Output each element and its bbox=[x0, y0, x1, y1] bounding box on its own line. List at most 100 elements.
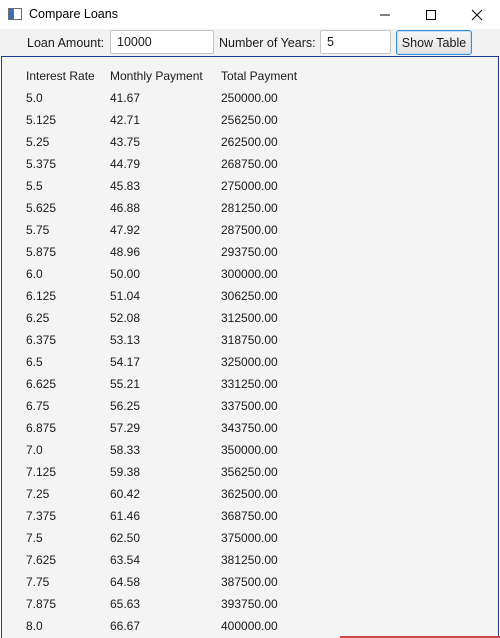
cell-monthly-payment: 46.88 bbox=[110, 201, 141, 215]
table-row: 5.125 42.71 256250.00 bbox=[2, 111, 498, 133]
table-header: Interest Rate Monthly Payment Total Paym… bbox=[2, 67, 498, 89]
cell-total-payment: 393750.00 bbox=[221, 597, 278, 611]
table-row: 7.375 61.46 368750.00 bbox=[2, 507, 498, 529]
loan-amount-input[interactable] bbox=[110, 30, 214, 54]
cell-total-payment: 362500.00 bbox=[221, 487, 278, 501]
cell-total-payment: 325000.00 bbox=[221, 355, 278, 369]
cell-monthly-payment: 66.67 bbox=[110, 619, 141, 633]
table-row: 6.0 50.00 300000.00 bbox=[2, 265, 498, 287]
cell-monthly-payment: 59.38 bbox=[110, 465, 141, 479]
table-row: 7.125 59.38 356250.00 bbox=[2, 463, 498, 485]
table-row: 5.625 46.88 281250.00 bbox=[2, 199, 498, 221]
cell-interest-rate: 6.625 bbox=[26, 377, 57, 391]
cell-total-payment: 350000.00 bbox=[221, 443, 278, 457]
table-row: 5.0 41.67 250000.00 bbox=[2, 89, 498, 111]
cell-monthly-payment: 52.08 bbox=[110, 311, 141, 325]
window-title: Compare Loans bbox=[29, 7, 118, 21]
minimize-icon bbox=[380, 14, 390, 15]
cell-interest-rate: 7.25 bbox=[26, 487, 50, 501]
table-row: 6.75 56.25 337500.00 bbox=[2, 397, 498, 419]
cell-interest-rate: 5.0 bbox=[26, 91, 43, 105]
table-row: 7.0 58.33 350000.00 bbox=[2, 441, 498, 463]
results-text-area[interactable]: Interest Rate Monthly Payment Total Paym… bbox=[1, 56, 499, 638]
cell-total-payment: 281250.00 bbox=[221, 201, 278, 215]
cell-total-payment: 337500.00 bbox=[221, 399, 278, 413]
cell-monthly-payment: 54.17 bbox=[110, 355, 141, 369]
show-table-button[interactable]: Show Table bbox=[396, 30, 472, 55]
cell-monthly-payment: 57.29 bbox=[110, 421, 141, 435]
cell-interest-rate: 5.625 bbox=[26, 201, 57, 215]
table-row: 6.875 57.29 343750.00 bbox=[2, 419, 498, 441]
cell-total-payment: 331250.00 bbox=[221, 377, 278, 391]
header-interest-rate: Interest Rate bbox=[26, 69, 95, 83]
input-toolbar: Loan Amount: Number of Years: Show Table bbox=[0, 29, 500, 56]
cell-interest-rate: 6.375 bbox=[26, 333, 57, 347]
cell-interest-rate: 7.875 bbox=[26, 597, 57, 611]
table-row: 7.5 62.50 375000.00 bbox=[2, 529, 498, 551]
cell-interest-rate: 6.875 bbox=[26, 421, 57, 435]
cell-total-payment: 268750.00 bbox=[221, 157, 278, 171]
close-icon bbox=[471, 9, 483, 20]
cell-total-payment: 312500.00 bbox=[221, 311, 278, 325]
table-row: 7.75 64.58 387500.00 bbox=[2, 573, 498, 595]
cell-interest-rate: 7.5 bbox=[26, 531, 43, 545]
cell-total-payment: 256250.00 bbox=[221, 113, 278, 127]
cell-interest-rate: 6.25 bbox=[26, 311, 50, 325]
cell-interest-rate: 7.125 bbox=[26, 465, 57, 479]
cell-monthly-payment: 44.79 bbox=[110, 157, 141, 171]
cell-total-payment: 306250.00 bbox=[221, 289, 278, 303]
cell-total-payment: 381250.00 bbox=[221, 553, 278, 567]
cell-total-payment: 300000.00 bbox=[221, 267, 278, 281]
cell-monthly-payment: 47.92 bbox=[110, 223, 141, 237]
table-row: 5.875 48.96 293750.00 bbox=[2, 243, 498, 265]
cell-monthly-payment: 43.75 bbox=[110, 135, 141, 149]
cell-interest-rate: 7.625 bbox=[26, 553, 57, 567]
cell-monthly-payment: 62.50 bbox=[110, 531, 141, 545]
table-row: 6.25 52.08 312500.00 bbox=[2, 309, 498, 331]
cell-total-payment: 287500.00 bbox=[221, 223, 278, 237]
cell-monthly-payment: 53.13 bbox=[110, 333, 141, 347]
cell-interest-rate: 7.0 bbox=[26, 443, 43, 457]
table-row: 5.25 43.75 262500.00 bbox=[2, 133, 498, 155]
cell-interest-rate: 6.5 bbox=[26, 355, 43, 369]
cell-monthly-payment: 56.25 bbox=[110, 399, 141, 413]
cell-interest-rate: 5.125 bbox=[26, 113, 57, 127]
cell-monthly-payment: 58.33 bbox=[110, 443, 141, 457]
table-row: 7.25 60.42 362500.00 bbox=[2, 485, 498, 507]
cell-monthly-payment: 41.67 bbox=[110, 91, 141, 105]
cell-monthly-payment: 61.46 bbox=[110, 509, 141, 523]
app-window-icon bbox=[8, 8, 22, 20]
header-total-payment: Total Payment bbox=[221, 69, 298, 83]
cell-monthly-payment: 65.63 bbox=[110, 597, 141, 611]
cell-interest-rate: 5.25 bbox=[26, 135, 50, 149]
maximize-button[interactable] bbox=[408, 0, 454, 29]
table-row: 6.375 53.13 318750.00 bbox=[2, 331, 498, 353]
cell-monthly-payment: 55.21 bbox=[110, 377, 141, 391]
table-row: 6.625 55.21 331250.00 bbox=[2, 375, 498, 397]
cell-interest-rate: 5.875 bbox=[26, 245, 57, 259]
close-button[interactable] bbox=[454, 0, 500, 29]
cell-total-payment: 356250.00 bbox=[221, 465, 278, 479]
years-label: Number of Years: bbox=[219, 36, 316, 50]
table-row: 6.125 51.04 306250.00 bbox=[2, 287, 498, 309]
table-row: 7.625 63.54 381250.00 bbox=[2, 551, 498, 573]
table-row: 5.75 47.92 287500.00 bbox=[2, 221, 498, 243]
cell-total-payment: 387500.00 bbox=[221, 575, 278, 589]
cell-monthly-payment: 45.83 bbox=[110, 179, 141, 193]
cell-interest-rate: 5.75 bbox=[26, 223, 50, 237]
cell-monthly-payment: 48.96 bbox=[110, 245, 141, 259]
cell-total-payment: 275000.00 bbox=[221, 179, 278, 193]
cell-total-payment: 368750.00 bbox=[221, 509, 278, 523]
cell-interest-rate: 6.75 bbox=[26, 399, 50, 413]
cell-monthly-payment: 42.71 bbox=[110, 113, 141, 127]
table-row: 5.375 44.79 268750.00 bbox=[2, 155, 498, 177]
cell-total-payment: 262500.00 bbox=[221, 135, 278, 149]
maximize-icon bbox=[426, 9, 436, 20]
cell-interest-rate: 5.375 bbox=[26, 157, 57, 171]
years-input[interactable] bbox=[320, 30, 391, 54]
cell-monthly-payment: 51.04 bbox=[110, 289, 141, 303]
cell-interest-rate: 6.125 bbox=[26, 289, 57, 303]
cell-total-payment: 293750.00 bbox=[221, 245, 278, 259]
loan-amount-label: Loan Amount: bbox=[27, 36, 105, 50]
minimize-button[interactable] bbox=[362, 0, 408, 29]
